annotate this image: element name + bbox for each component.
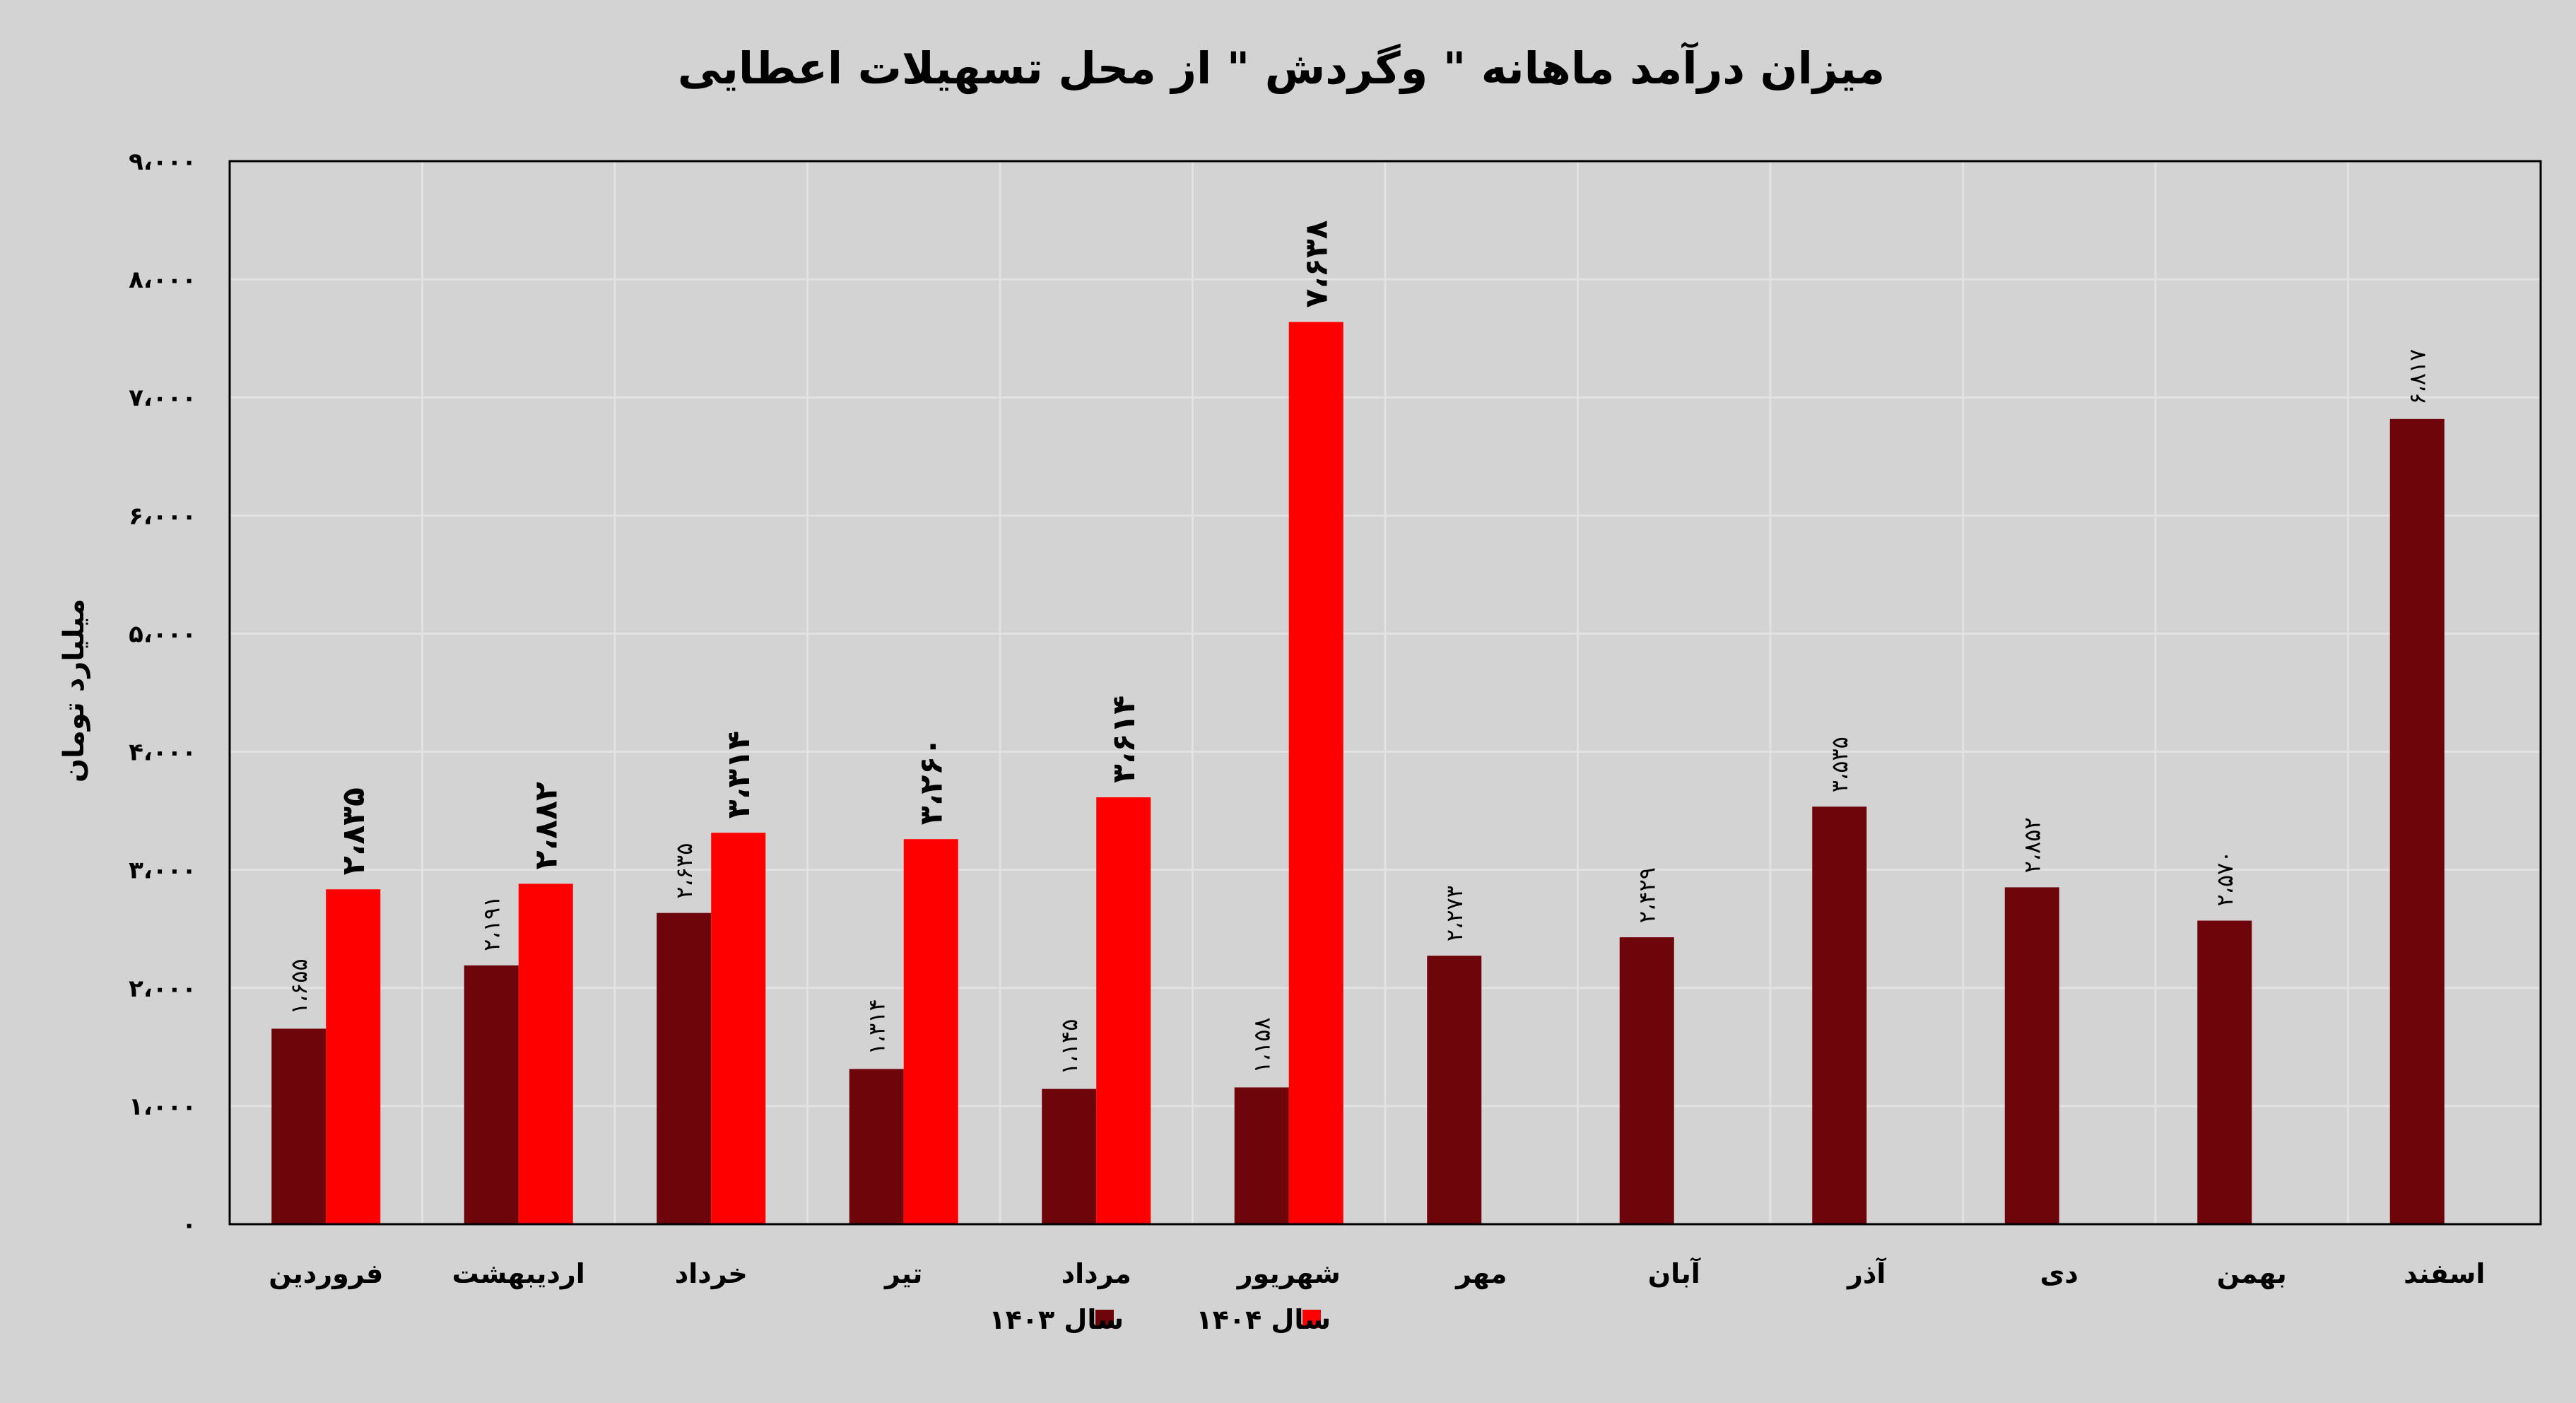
plot-frame xyxy=(228,160,2542,1226)
data-label-1403: ۲،۱۹۱ xyxy=(478,896,505,951)
data-label-1403: ۶،۸۱۷ xyxy=(2404,349,2430,405)
y-tick-label: ۹،۰۰۰ xyxy=(129,148,196,176)
data-label-1403: ۲،۵۷۰ xyxy=(2211,850,2238,906)
y-tick-label: ۷،۰۰۰ xyxy=(129,384,196,412)
chart-title: میزان درآمد ماهانه " وگردش " از محل تسهی… xyxy=(678,41,1885,94)
x-tick-label: آبان xyxy=(1648,1257,1701,1289)
data-label-1403: ۲،۶۳۵ xyxy=(671,843,698,899)
data-labels: ۱،۶۵۵ ۲،۸۳۵ ۲،۱۹۱ ۲،۸۸۲ ۲،۶۳۵ ۳،۳۱۴ ۱،۳۱۴ ۳،۲۶۰… xyxy=(286,220,2431,1074)
bar-1403 xyxy=(849,1069,904,1224)
bar-1403 xyxy=(1812,806,1867,1224)
y-tick-label: ۳،۰۰۰ xyxy=(129,857,196,885)
x-tick-label: بهمن xyxy=(2217,1258,2287,1289)
bar-1403 xyxy=(2004,887,2059,1224)
legend-swatch-1404 xyxy=(1302,1310,1321,1328)
x-tick-label: دی xyxy=(2040,1258,2078,1289)
y-tick-label: ۸،۰۰۰ xyxy=(129,266,196,294)
data-label-1404: ۲،۸۳۵ xyxy=(336,787,372,875)
x-tick-label: مهر xyxy=(1454,1258,1507,1289)
data-label-1404: ۳،۶۱۴ xyxy=(1106,695,1142,783)
data-label-1403: ۱،۶۵۵ xyxy=(286,958,312,1014)
bars xyxy=(271,322,2445,1225)
bar-1403 xyxy=(657,912,712,1224)
x-axis-labels: فروردین اردیبهشت خرداد تیر مرداد شهریور مهر آبا… xyxy=(269,1257,2485,1290)
y-tick-label: ۰ xyxy=(182,1211,196,1239)
bar-1404 xyxy=(711,833,766,1224)
y-tick-label: ۶،۰۰۰ xyxy=(129,502,196,530)
data-label-1403: ۲،۲۷۳ xyxy=(1441,886,1468,941)
bar-1403 xyxy=(464,965,519,1224)
y-tick-label: ۴،۰۰۰ xyxy=(129,739,196,767)
data-label-1404: ۳،۲۶۰ xyxy=(913,737,949,825)
x-tick-label: اسفند xyxy=(2404,1258,2485,1289)
bar-1404 xyxy=(518,884,573,1224)
x-tick-label: اردیبهشت xyxy=(452,1258,585,1289)
bar-1403 xyxy=(1042,1088,1097,1224)
data-label-1403: ۱،۱۵۸ xyxy=(1248,1017,1275,1073)
bar-1403 xyxy=(2389,418,2445,1225)
y-axis-title: میلیارد تومان xyxy=(58,599,90,782)
y-tick-label: ۲،۰۰۰ xyxy=(129,975,196,1003)
bar-1404 xyxy=(903,839,958,1224)
x-tick-label: شهریور xyxy=(1236,1258,1341,1289)
data-label-1403: ۲،۸۵۲ xyxy=(2018,817,2045,873)
x-tick-label: مرداد xyxy=(1061,1258,1131,1289)
bar-1403 xyxy=(271,1028,327,1224)
legend: سال ۱۴۰۳ سال ۱۴۰۴ xyxy=(989,1304,1331,1335)
bar-1403 xyxy=(1427,956,1482,1224)
data-label-1403: ۱،۱۴۵ xyxy=(1056,1019,1083,1075)
data-label-1403: ۱،۳۱۴ xyxy=(863,999,890,1055)
bar-1403 xyxy=(1234,1087,1289,1224)
data-label-1403: ۳،۵۳۵ xyxy=(1826,736,1853,792)
bar-1403 xyxy=(1619,937,1674,1224)
legend-swatch-1403 xyxy=(1095,1310,1114,1328)
legend-label-1404: سال ۱۴۰۴ xyxy=(1196,1304,1331,1335)
bar-1404 xyxy=(326,889,381,1224)
y-tick-label: ۵،۰۰۰ xyxy=(129,620,196,648)
data-label-1404: ۷،۶۳۸ xyxy=(1298,220,1334,307)
bar-1403 xyxy=(2197,920,2252,1224)
x-tick-label: تیر xyxy=(883,1258,922,1289)
x-tick-label: فروردین xyxy=(269,1258,383,1290)
data-label-1403: ۲،۴۲۹ xyxy=(1633,867,1660,923)
x-tick-label: آذر xyxy=(1846,1257,1886,1289)
data-label-1404: ۳،۳۱۴ xyxy=(721,731,757,818)
bar-1404 xyxy=(1288,322,1343,1224)
bar-1404 xyxy=(1096,797,1151,1224)
data-label-1404: ۲،۸۸۲ xyxy=(528,782,564,869)
y-axis-ticks: ۰ ۱،۰۰۰ ۲،۰۰۰ ۳،۰۰۰ ۴،۰۰۰ ۵،۰۰۰ ۶،۰۰۰ ۷،۰۰۰ ۸،۰۰… xyxy=(129,148,196,1239)
y-tick-label: ۱،۰۰۰ xyxy=(129,1093,196,1121)
legend-label-1403: سال ۱۴۰۳ xyxy=(989,1304,1124,1335)
x-tick-label: خرداد xyxy=(675,1258,748,1289)
